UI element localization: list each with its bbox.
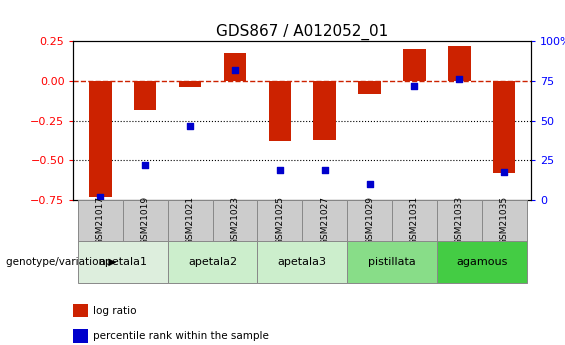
Text: GSM21029: GSM21029: [365, 196, 374, 245]
Text: pistillata: pistillata: [368, 257, 416, 267]
FancyBboxPatch shape: [78, 241, 168, 283]
FancyBboxPatch shape: [347, 200, 392, 242]
Text: GSM21025: GSM21025: [275, 196, 284, 245]
Text: GSM21031: GSM21031: [410, 196, 419, 245]
Text: GSM21017: GSM21017: [96, 196, 105, 245]
Text: agamous: agamous: [456, 257, 507, 267]
Text: apetala2: apetala2: [188, 257, 237, 267]
Bar: [179, 81, 201, 87]
Point: [275, 167, 284, 173]
Text: genotype/variation ▶: genotype/variation ▶: [6, 257, 116, 267]
Text: GSM21033: GSM21033: [455, 196, 464, 245]
FancyBboxPatch shape: [168, 200, 212, 242]
FancyBboxPatch shape: [392, 200, 437, 242]
Point: [320, 167, 329, 173]
FancyBboxPatch shape: [258, 200, 302, 242]
Bar: [403, 49, 425, 81]
FancyBboxPatch shape: [437, 200, 482, 242]
FancyBboxPatch shape: [302, 200, 347, 242]
Bar: [134, 81, 157, 110]
FancyBboxPatch shape: [78, 200, 123, 242]
Bar: [89, 81, 112, 197]
Text: log ratio: log ratio: [93, 306, 137, 315]
FancyBboxPatch shape: [123, 200, 168, 242]
Title: GDS867 / A012052_01: GDS867 / A012052_01: [216, 24, 388, 40]
Text: GSM21035: GSM21035: [499, 196, 508, 245]
FancyBboxPatch shape: [258, 241, 347, 283]
Text: GSM21019: GSM21019: [141, 196, 150, 245]
Point: [455, 77, 464, 82]
Point: [185, 123, 194, 128]
Bar: [493, 81, 515, 173]
FancyBboxPatch shape: [168, 241, 258, 283]
Text: apetala3: apetala3: [278, 257, 327, 267]
Bar: [448, 46, 471, 81]
Point: [231, 67, 240, 73]
Point: [96, 194, 105, 200]
Text: GSM21023: GSM21023: [231, 196, 240, 245]
FancyBboxPatch shape: [482, 200, 527, 242]
Bar: [224, 52, 246, 81]
FancyBboxPatch shape: [212, 200, 258, 242]
Bar: [358, 81, 381, 94]
Bar: [268, 81, 291, 141]
Text: apetala1: apetala1: [98, 257, 147, 267]
Point: [365, 181, 374, 187]
FancyBboxPatch shape: [437, 241, 527, 283]
Bar: [314, 81, 336, 140]
Point: [410, 83, 419, 89]
FancyBboxPatch shape: [347, 241, 437, 283]
Text: GSM21021: GSM21021: [186, 196, 194, 245]
Text: GSM21027: GSM21027: [320, 196, 329, 245]
Point: [499, 169, 508, 174]
Point: [141, 162, 150, 168]
Text: percentile rank within the sample: percentile rank within the sample: [93, 332, 269, 341]
